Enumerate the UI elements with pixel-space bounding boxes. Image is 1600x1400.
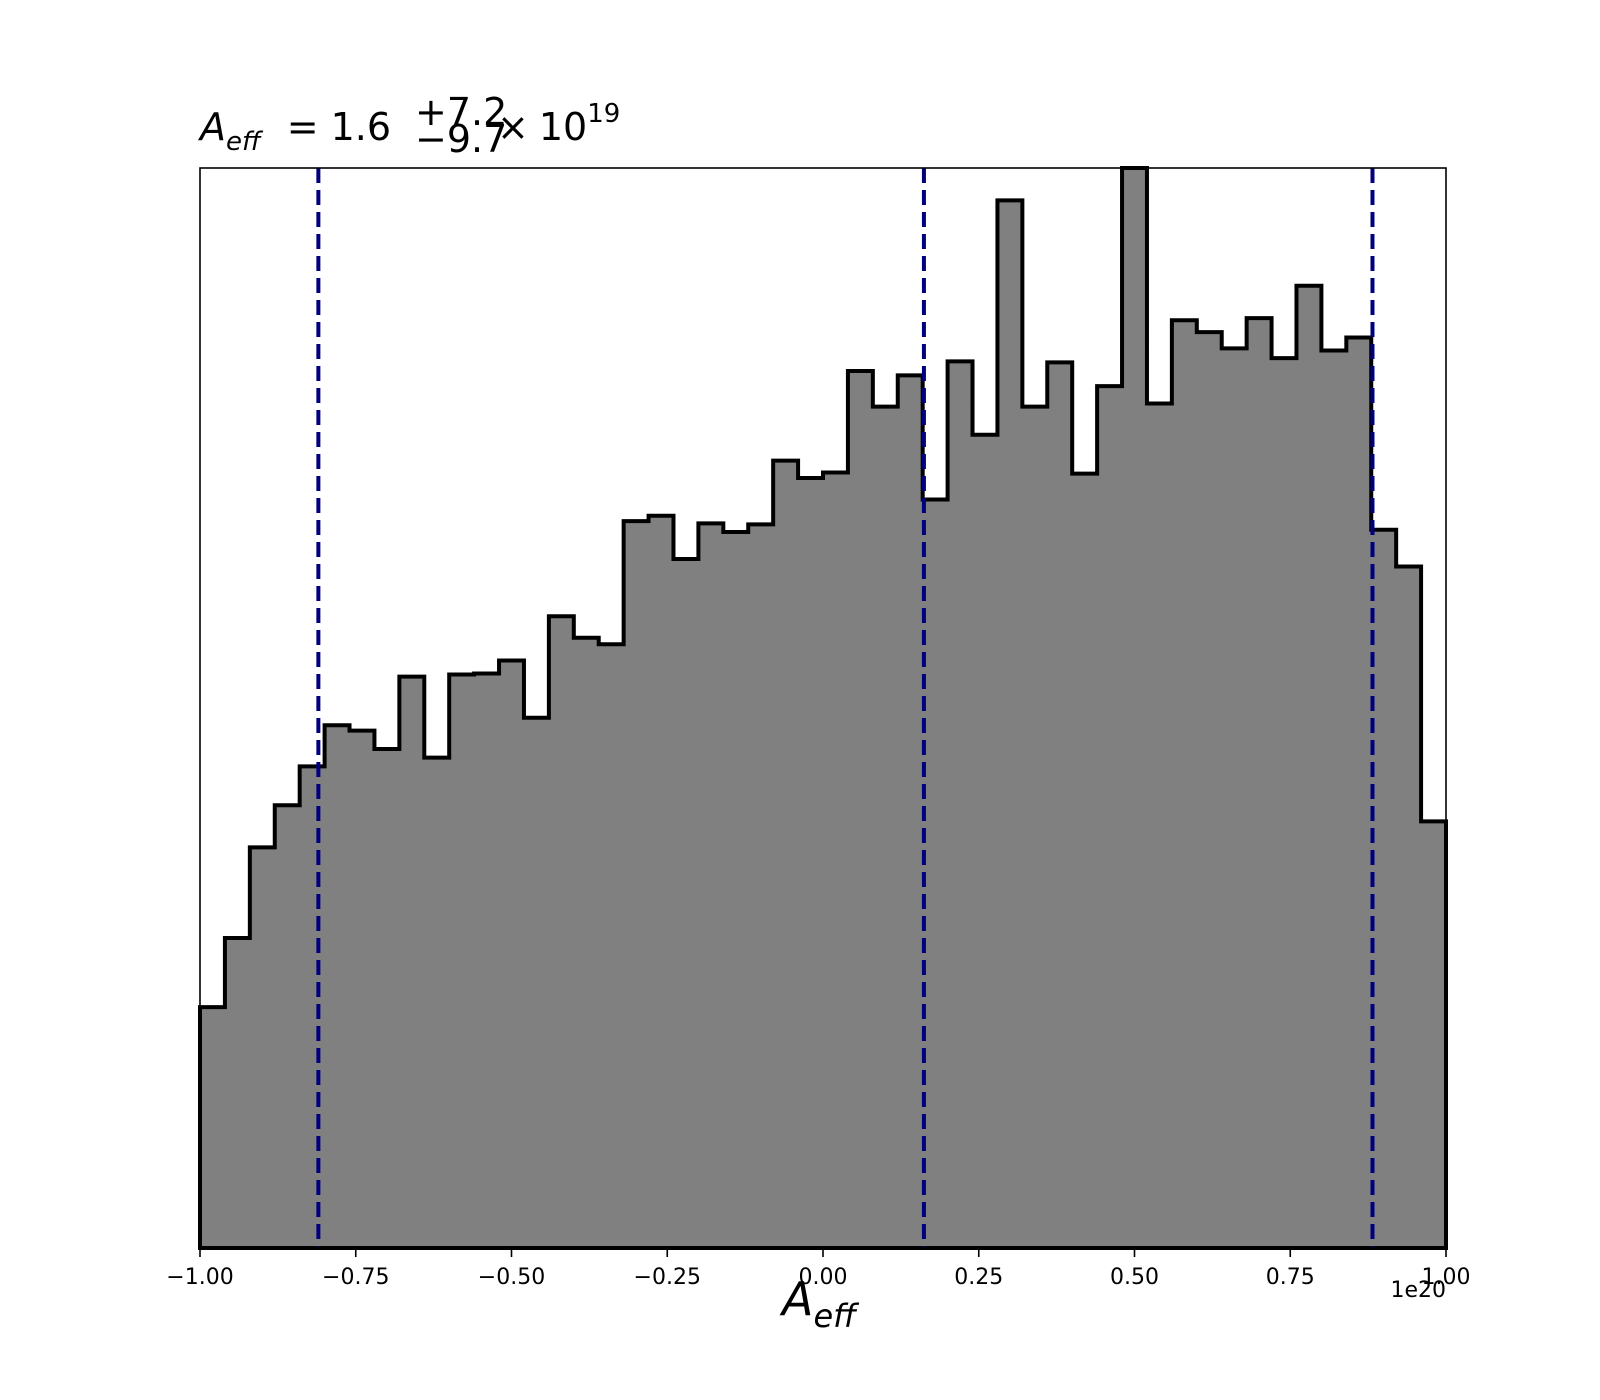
x-tick-label: 1.00 [1422,1265,1471,1290]
x-axis-label-symbol: A [779,1272,813,1326]
title-value: 1.6 [331,105,391,149]
x-tick-label: −1.00 [166,1265,233,1290]
title-upper-error: +7.2 [415,90,507,134]
plot-area [198,166,1448,1250]
title-base: 10 [539,105,587,149]
x-tick-label: −0.25 [634,1265,701,1290]
title-symbol-subscript: eff [226,127,264,157]
x-tick-label: 0.25 [954,1265,1003,1290]
x-tick-label: 0.75 [1266,1265,1315,1290]
chart-title: Aeff = 1.6 [197,105,391,157]
title-symbol: A [197,105,226,149]
x-tick-label: 0.50 [1110,1265,1159,1290]
x-axis-label-subscript: eff [813,1297,860,1335]
title-scale: × 1019 [497,99,620,149]
histogram-series [198,166,1448,1250]
x-tick-label: −0.75 [322,1265,389,1290]
x-axis-label: Aeff [779,1272,860,1335]
title-lower-error: −9.7 [415,117,507,161]
title-times-sign: × [497,105,529,149]
percentile-lines [316,168,1375,1248]
x-tick-label: 0.00 [799,1265,848,1290]
title-equals: = [287,105,319,149]
x-axis-offset-label: 1e20 [1390,1278,1446,1303]
x-axis-ticks: −1.00 −0.75 −0.50 −0.25 0.00 0.25 0.50 0.75 1.00 [166,1248,1470,1290]
x-tick-label: −0.50 [478,1265,545,1290]
title-exponent: 19 [587,99,620,129]
